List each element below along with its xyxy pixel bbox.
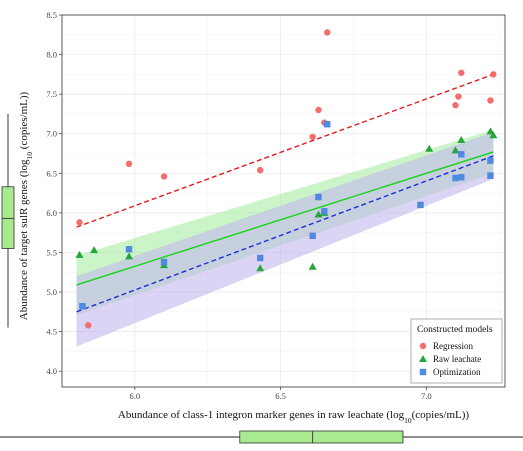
fit-line-regression — [76, 73, 494, 228]
axis-ticks: 4.0 4.5 5.0 5.5 6.0 6.5 7.0 7.5 8.0 8.5 6.0 6.5 7.0 — [46, 10, 431, 401]
point-optimization — [458, 151, 465, 158]
legend-items: Regression Raw leachate Optimization — [419, 341, 481, 377]
point-raw-leachate — [125, 252, 134, 260]
legend-marker — [419, 368, 427, 376]
point-regression — [324, 29, 331, 36]
fit-line-raw-leachate — [76, 151, 494, 286]
point-optimization — [125, 246, 133, 253]
point-raw-leachate — [489, 131, 498, 139]
point-regression — [256, 166, 264, 174]
point-optimization — [256, 254, 264, 262]
y-tick-label: 4.0 — [46, 366, 57, 376]
point-optimization — [160, 258, 168, 266]
point-regression — [455, 93, 462, 100]
y-tick-label: 6.5 — [46, 168, 57, 178]
point-optimization — [487, 157, 494, 164]
legend-title: Constructed models — [417, 325, 493, 335]
point-raw-leachate — [256, 264, 265, 272]
point-optimization — [79, 303, 86, 310]
point-raw-leachate — [486, 127, 495, 135]
fit-lines — [76, 73, 494, 313]
y-boxplot-box — [1, 186, 15, 249]
point-regression — [76, 219, 83, 226]
x-marginal-boxplot — [0, 430, 523, 444]
point-optimization — [315, 193, 322, 201]
legend-marker — [419, 355, 427, 362]
y-tick-label: 5.5 — [46, 247, 57, 257]
y-tick-label: 6.0 — [46, 208, 57, 218]
point-regression — [452, 102, 459, 109]
point-optimization — [417, 201, 424, 209]
point-regression — [315, 106, 322, 114]
point-raw-leachate — [75, 250, 84, 258]
x-tick-label: 6.0 — [130, 391, 141, 401]
y-tick-label: 7.5 — [46, 89, 57, 99]
y-marginal-boxplot — [1, 113, 15, 328]
point-raw-leachate — [425, 144, 434, 152]
y-tick-label: 8.5 — [46, 10, 57, 20]
point-raw-leachate — [308, 262, 317, 270]
legend-entry: Optimization — [433, 367, 481, 377]
legend-entry: Raw leachate — [433, 354, 481, 364]
point-optimization — [458, 174, 465, 181]
point-regression — [490, 71, 497, 78]
y-tick-label: 5.0 — [46, 287, 57, 297]
legend-marker — [419, 342, 427, 350]
confidence-bands — [76, 129, 494, 347]
plot-frame — [61, 14, 506, 388]
x-boxplot-box — [239, 430, 404, 444]
point-regression — [85, 322, 92, 329]
point-raw-leachate — [457, 136, 466, 144]
legend-entry: Regression — [433, 341, 473, 351]
point-optimization — [309, 232, 316, 240]
x-tick-label: 6.5 — [275, 391, 286, 401]
y-tick-label: 4.5 — [46, 327, 57, 337]
point-optimization — [452, 174, 459, 182]
point-raw-leachate — [90, 246, 99, 254]
point-regression — [458, 69, 465, 76]
y-tick-label: 7.0 — [46, 129, 57, 139]
point-regression — [487, 97, 494, 104]
point-optimization — [487, 172, 494, 179]
point-optimization — [324, 121, 331, 128]
point-optimization — [321, 208, 328, 215]
point-raw-leachate — [451, 146, 460, 154]
y-axis-label: Abundance of target sulR genes (log10 (c… — [18, 91, 34, 320]
point-regression — [309, 133, 316, 141]
fit-line-optimization — [76, 155, 494, 313]
x-tick-label: 7.0 — [421, 391, 432, 401]
x-axis-label: Abundance of class-1 integron marker gen… — [118, 409, 469, 425]
point-regression — [160, 173, 168, 180]
data-points — [75, 29, 498, 329]
legend: Constructed models Regression Raw leachat… — [410, 318, 503, 384]
y-tick-label: 8.0 — [46, 50, 57, 60]
point-regression — [125, 160, 133, 167]
